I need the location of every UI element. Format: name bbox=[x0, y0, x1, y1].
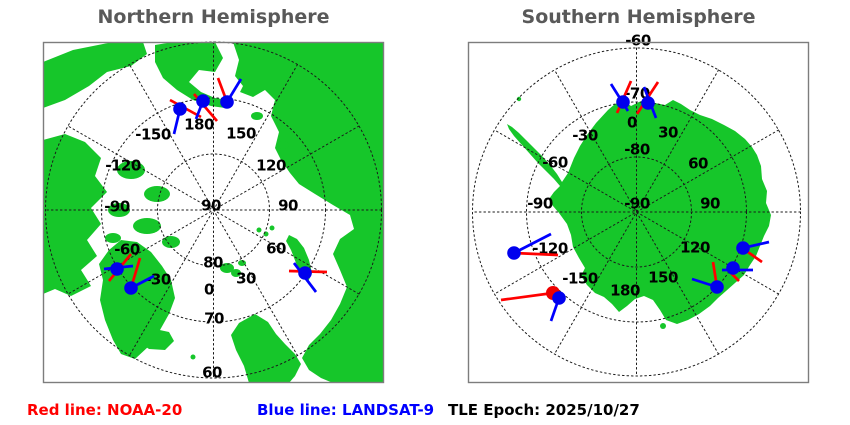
north-polar-map-svg: 180 -150 150 -120 120 -90 90 90 -60 60 -30 30 0 80 70 6… bbox=[42, 41, 385, 384]
landmass-canada bbox=[43, 134, 107, 296]
graticule-label: 60 bbox=[266, 239, 286, 257]
satellite-position-dot bbox=[298, 266, 312, 280]
graticule-label: 150 bbox=[648, 268, 678, 286]
northern-hemisphere-title: Northern Hemisphere bbox=[97, 6, 330, 28]
north-plot-frame bbox=[42, 41, 385, 384]
south-satellite-markers bbox=[500, 80, 770, 322]
landsat9-track-line bbox=[513, 232, 552, 255]
graticule-label: 30 bbox=[658, 123, 678, 141]
graticule-label: -80 bbox=[624, 140, 650, 158]
graticule-label: -30 bbox=[572, 126, 598, 144]
landmass-antarctica bbox=[507, 99, 771, 324]
satellite-position-dot bbox=[507, 246, 521, 260]
graticule-label: 120 bbox=[680, 238, 710, 256]
satellite-marker bbox=[103, 253, 134, 282]
graticule-label: -150 bbox=[562, 269, 598, 287]
satellite-marker bbox=[192, 93, 219, 122]
legend-red-line: Red line: NOAA-20 bbox=[27, 401, 183, 419]
north-graticule-labels: 180 -150 150 -120 120 -90 90 90 -60 60 -30 30 0 80 70 6… bbox=[104, 115, 298, 381]
landmass-chukotka bbox=[155, 42, 229, 108]
south-graticule-labels: -60-70-80-90030-3060-6090-90120-120150-1… bbox=[527, 31, 720, 299]
graticule-label: 60 bbox=[202, 363, 222, 381]
landmass-iceland bbox=[139, 329, 174, 350]
north-satellite-markers bbox=[103, 77, 328, 295]
south-plot-frame bbox=[467, 41, 810, 384]
satellite-marker bbox=[635, 81, 660, 119]
satellite-marker bbox=[609, 80, 633, 114]
meridian-spoke bbox=[129, 64, 298, 356]
noaa20-track-line bbox=[513, 251, 559, 257]
meridian-spoke bbox=[554, 69, 719, 355]
graticule-label: -60 bbox=[542, 153, 568, 171]
satellite-marker bbox=[169, 98, 202, 135]
graticule-label: 80 bbox=[203, 253, 223, 271]
satellite-position-dot bbox=[552, 291, 566, 305]
graticule-label: -60 bbox=[625, 31, 651, 49]
satellite-position-dot bbox=[736, 241, 750, 255]
graticule-label: 150 bbox=[226, 124, 256, 142]
satellite-position-dot bbox=[616, 95, 630, 109]
satellite-marker bbox=[124, 257, 155, 295]
satellite-marker bbox=[216, 77, 243, 109]
graticule-label: -120 bbox=[105, 156, 141, 174]
graticule-label: -90 bbox=[624, 194, 650, 212]
satellite-marker bbox=[288, 262, 328, 293]
graticule-label: 0 bbox=[627, 113, 637, 131]
satellite-position-dot bbox=[220, 95, 234, 109]
satellite-marker bbox=[507, 232, 559, 260]
graticule-label: -150 bbox=[135, 125, 171, 143]
graticule-label: 180 bbox=[610, 281, 640, 299]
satellite-marker bbox=[691, 261, 724, 294]
satellite-position-dot bbox=[173, 102, 187, 116]
graticule-label: 30 bbox=[236, 269, 256, 287]
figure-captions: Red line: NOAA-20 Blue line: LANDSAT-9 T… bbox=[0, 400, 850, 422]
tle-epoch-label: TLE Epoch: 2025/10/27 bbox=[448, 401, 640, 419]
satellite-marker bbox=[500, 286, 566, 322]
landmass-scandinavia bbox=[231, 314, 301, 383]
satellite-marker bbox=[722, 261, 753, 282]
satellite-position-dot bbox=[726, 261, 740, 275]
southern-hemisphere-title: Southern Hemisphere bbox=[521, 6, 756, 28]
south-landmasses bbox=[507, 96, 771, 329]
graticule-label: 70 bbox=[204, 309, 224, 327]
satellite-position-dot bbox=[641, 96, 655, 110]
graticule-label: -90 bbox=[527, 194, 553, 212]
legend-blue-line: Blue line: LANDSAT-9 bbox=[257, 401, 435, 419]
graticule-label: 120 bbox=[256, 156, 286, 174]
satellite-position-dot bbox=[710, 280, 724, 294]
graticule-label: -60 bbox=[114, 240, 140, 258]
noaa20-track-line bbox=[500, 291, 554, 302]
graticule-label: 180 bbox=[184, 115, 214, 133]
southern-hemisphere-map: -60 -70 -80 -90 0 30 -30 60 -60 90 -90 120 -120 150 -1… bbox=[467, 31, 810, 384]
satellite-marker bbox=[736, 240, 770, 264]
graticule-label: -30 bbox=[145, 270, 171, 288]
satellite-position-dot bbox=[124, 281, 138, 295]
north-landmasses bbox=[43, 42, 384, 383]
landmass-eurasia bbox=[233, 42, 384, 383]
graticule-label: 90 bbox=[201, 196, 221, 214]
graticule-label: 90 bbox=[700, 194, 720, 212]
south-polar-map-svg: -60-70-80-90030-3060-6090-90120-120150-1… bbox=[467, 31, 810, 384]
graticule-label: 60 bbox=[688, 154, 708, 172]
graticule-label: 90 bbox=[278, 196, 298, 214]
graticule-label: -90 bbox=[104, 197, 130, 215]
satellite-position-dot bbox=[110, 262, 124, 276]
northern-hemisphere-map: 180 -150 150 -120 120 -90 90 90 -60 60 -30 30 0 80 70 6… bbox=[42, 41, 385, 384]
graticule-label: 0 bbox=[204, 280, 214, 298]
satellite-position-dot bbox=[196, 94, 210, 108]
landmass-alaska bbox=[43, 42, 147, 108]
